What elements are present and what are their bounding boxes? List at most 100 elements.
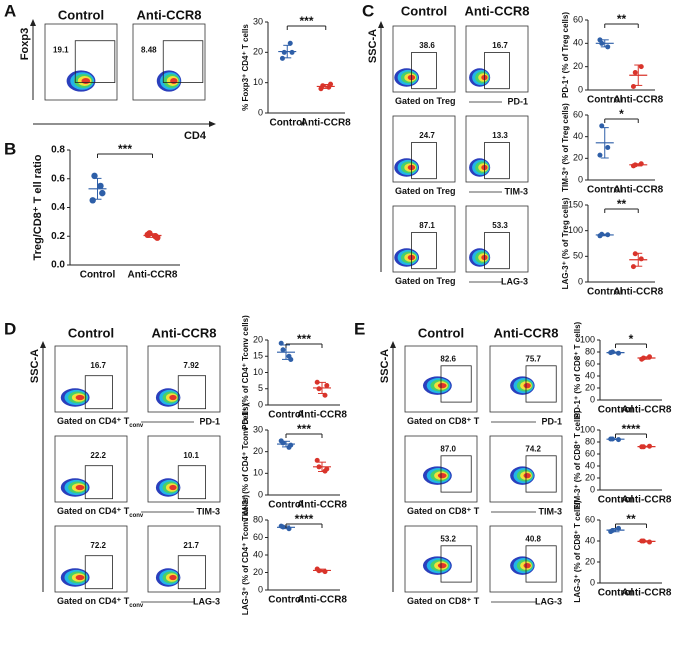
cell-density: [437, 472, 447, 479]
gated-label: Gated on CD4⁺ Tconv: [57, 416, 144, 428]
y-tick-label: 80: [585, 436, 595, 446]
data-point: [154, 234, 161, 241]
significance: **: [617, 197, 627, 211]
column-header: Control: [418, 325, 464, 340]
x-tick-label: Control: [598, 588, 634, 599]
data-point: [605, 44, 611, 50]
y-tick-label: 0.2: [51, 231, 65, 242]
gate-percent: 19.1: [53, 46, 69, 55]
panel-letter: C: [362, 1, 374, 20]
x-tick-label: Control: [268, 410, 304, 421]
data-point: [605, 232, 611, 238]
y-tick-label: 50: [573, 251, 583, 261]
data-point: [638, 161, 644, 167]
y-tick-label: 80: [585, 346, 595, 356]
y-axis-label: PD-1⁺ (% of CD8⁺ T cells): [573, 321, 582, 418]
gate: [525, 545, 557, 583]
y-tick-label: 60: [585, 514, 595, 524]
marker-label: PD-1: [507, 96, 528, 106]
significance: ***: [297, 332, 311, 346]
gate-percent: 87.1: [419, 221, 435, 230]
y-axis-label: LAG-3⁺ (% of CD4⁺ Tconv cells): [241, 495, 250, 616]
y-tick-label: 20: [253, 334, 263, 344]
y-tick-label: 20: [585, 472, 595, 482]
arrow-head: [390, 341, 396, 348]
data-point: [630, 264, 636, 270]
data-point: [91, 172, 98, 180]
y-tick-label: 0.4: [51, 202, 65, 213]
x-tick-label: Anti-CCR8: [297, 500, 347, 511]
data-point: [316, 386, 322, 392]
gated-text: Gated on CD8⁺ T: [407, 416, 480, 426]
significance: **: [626, 512, 636, 526]
gate-percent: 72.2: [90, 541, 106, 550]
x-tick-label: Anti-CCR8: [301, 118, 351, 129]
y-axis-label: PD-1⁺ (% of Treg cells): [561, 12, 570, 98]
data-point: [605, 145, 611, 150]
arrow-head: [378, 21, 384, 28]
marker-label: LAG-3: [535, 596, 562, 606]
significance: ***: [297, 422, 311, 436]
data-point: [616, 525, 621, 531]
gate-percent: 87.0: [440, 444, 456, 453]
panel-letter: E: [354, 319, 365, 338]
y-tick-label: 15: [253, 351, 263, 361]
data-point: [289, 49, 295, 55]
y-tick-label: 40: [253, 549, 263, 559]
gate-percent: 16.7: [492, 41, 508, 50]
marker-label: LAG-3: [193, 596, 220, 606]
marker-label: LAG-3: [501, 276, 528, 286]
gate-percent: 16.7: [90, 361, 106, 370]
gate-percent: 8.48: [141, 46, 157, 55]
gate-percent: 82.6: [440, 354, 456, 363]
y-tick-label: 20: [573, 153, 583, 163]
y-tick-label: 20: [573, 61, 583, 71]
panel-letter: D: [4, 319, 16, 338]
y-tick-label: 0: [590, 577, 595, 587]
column-header: Control: [401, 3, 447, 18]
cell-density: [437, 382, 447, 389]
cell-density: [169, 574, 177, 581]
significance: ****: [622, 422, 641, 436]
y-tick-label: 20: [585, 556, 595, 566]
gate-percent: 22.2: [90, 451, 106, 460]
x-tick-label: Anti-CCR8: [613, 95, 663, 106]
gate: [484, 52, 510, 90]
data-point: [639, 356, 645, 362]
y-axis-label: Treg/CD8⁺ T ell ratio: [32, 154, 44, 260]
y-tick-label: 0.6: [51, 173, 65, 184]
y-tick-label: 20: [253, 567, 263, 577]
gated-subscript: conv: [129, 603, 144, 609]
gated-label: Gated on Treg: [395, 276, 456, 286]
data-point: [278, 340, 284, 346]
data-point: [288, 442, 294, 448]
y-tick-label: 0: [258, 584, 263, 594]
x-tick-label: Anti-CCR8: [297, 595, 347, 606]
data-point: [99, 189, 106, 197]
data-point: [324, 383, 330, 388]
data-point: [647, 354, 652, 360]
y-tick-label: 40: [573, 131, 583, 141]
gated-text: Gated on CD8⁺ T: [407, 596, 480, 606]
x-tick-label: Control: [268, 500, 304, 511]
cell-density: [523, 562, 531, 569]
x-tick-label: Control: [587, 95, 623, 106]
x-tick-label: Anti-CCR8: [297, 410, 347, 421]
y-tick-label: 20: [253, 446, 263, 456]
cell-density: [437, 562, 447, 569]
x-tick-label: Anti-CCR8: [622, 405, 672, 416]
y-tick-label: 100: [580, 424, 595, 434]
data-point: [608, 350, 614, 356]
y-tick-label: 20: [253, 47, 263, 57]
flow-plot: [54, 345, 128, 413]
data-point: [630, 163, 636, 169]
data-point: [322, 392, 328, 398]
data-point: [280, 347, 286, 353]
y-tick-label: 0.0: [51, 260, 65, 271]
gate-percent: 10.1: [183, 451, 199, 460]
y-tick-label: 10: [253, 77, 263, 87]
significance: ***: [118, 142, 132, 156]
y-axis-label: LAG-3⁺ (% of CD8⁺ T cells): [573, 500, 582, 603]
y-tick-label: 0: [578, 84, 583, 94]
axis-label: SSC-A: [367, 29, 379, 63]
